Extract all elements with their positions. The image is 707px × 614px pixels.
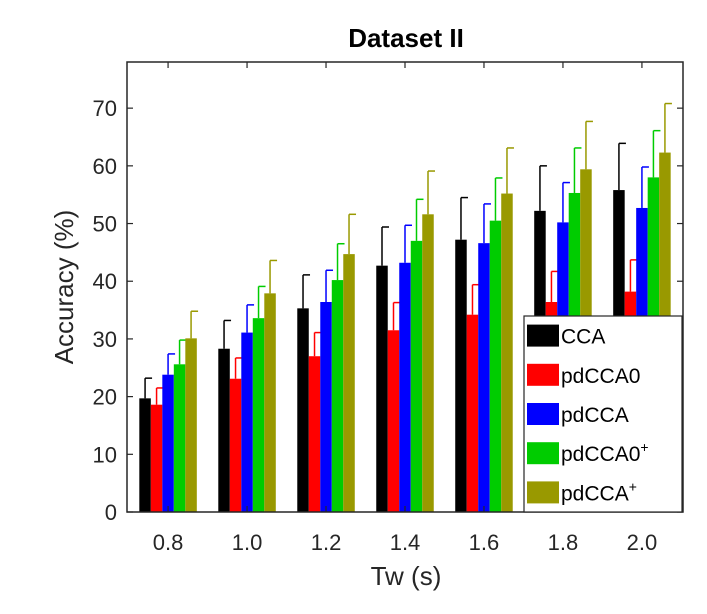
bar xyxy=(376,265,388,512)
x-tick-label: 0.8 xyxy=(153,530,184,555)
bar xyxy=(478,243,490,512)
x-tick-label: 1.4 xyxy=(390,530,421,555)
bar xyxy=(150,404,163,512)
legend: CCA pdCCA0 pdCCA pdCCA0+ pdCCA+ xyxy=(523,315,683,513)
y-tick-label: 0 xyxy=(105,500,117,525)
x-tick-label: 1.8 xyxy=(548,530,579,555)
bar xyxy=(320,302,332,512)
bar xyxy=(343,254,355,512)
bar xyxy=(331,280,344,512)
bar xyxy=(252,318,265,512)
bar xyxy=(308,356,321,512)
y-tick-label: 30 xyxy=(93,327,117,352)
y-tick-label: 10 xyxy=(93,442,117,467)
bar xyxy=(162,374,174,512)
x-axis-label: Tw (s) xyxy=(371,561,442,591)
legend-label: pdCCA xyxy=(561,404,629,427)
bar xyxy=(241,332,253,512)
x-tick-label: 1.2 xyxy=(311,530,342,555)
x-tick-label: 2.0 xyxy=(627,530,658,555)
bar xyxy=(218,348,230,512)
bar xyxy=(264,293,276,512)
bar xyxy=(422,214,434,513)
x-tick-label: 1.6 xyxy=(469,530,500,555)
bar xyxy=(185,338,197,512)
legend-label: CCA xyxy=(561,326,605,349)
legend-swatch xyxy=(527,481,559,504)
bar xyxy=(489,220,502,512)
y-axis-ticks: 0 10 20 30 40 50 60 70 xyxy=(93,96,683,525)
legend-swatch xyxy=(527,403,559,425)
y-tick-label: 50 xyxy=(93,212,117,237)
legend-swatch xyxy=(527,324,559,347)
bar xyxy=(297,308,309,512)
legend-swatch xyxy=(527,363,559,386)
y-tick-label: 20 xyxy=(93,385,117,410)
bar xyxy=(455,239,467,512)
legend-label-superscript: + xyxy=(629,478,637,494)
y-tick-label: 70 xyxy=(93,96,117,121)
legend-label: pdCCA0+ xyxy=(561,439,649,466)
x-axis-ticks: 0.8 1.0 1.2 1.4 1.6 1.8 2.0 xyxy=(153,62,657,555)
legend-label: pdCCA+ xyxy=(561,478,637,505)
legend-swatch xyxy=(527,442,559,465)
bar xyxy=(229,378,242,512)
bar xyxy=(501,193,513,513)
y-tick-label: 40 xyxy=(93,269,117,294)
legend-label: pdCCA0 xyxy=(561,365,640,388)
y-axis-label: Accuracy (%) xyxy=(49,210,79,365)
chart-title: Dataset II xyxy=(348,23,464,53)
bar xyxy=(173,364,186,512)
x-tick-label: 1.0 xyxy=(232,530,263,555)
y-tick-label: 60 xyxy=(93,154,117,179)
legend-label-superscript: + xyxy=(640,439,648,455)
bar xyxy=(139,398,151,512)
bar xyxy=(387,330,400,512)
bar xyxy=(399,262,411,512)
bar xyxy=(410,240,423,512)
bar xyxy=(466,314,479,512)
